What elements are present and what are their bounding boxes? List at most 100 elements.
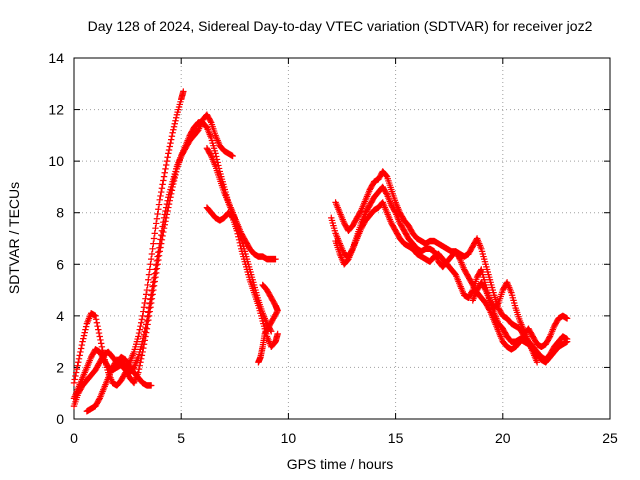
- data-point: [272, 255, 279, 263]
- data-point: [144, 313, 151, 320]
- data-point: [161, 211, 168, 218]
- data-point: [162, 204, 170, 211]
- data-point: [81, 329, 88, 336]
- data-point: [135, 329, 143, 337]
- data-point: [154, 261, 161, 268]
- data-point: [98, 343, 106, 350]
- data-point: [78, 341, 86, 349]
- data-series: [70, 88, 571, 415]
- data-point: [533, 359, 541, 366]
- data-point: [151, 278, 158, 285]
- data-point: [97, 336, 104, 344]
- data-point: [149, 283, 156, 290]
- data-point: [160, 218, 167, 226]
- data-point: [142, 295, 149, 302]
- y-tick-label: 10: [48, 153, 64, 169]
- data-point: [357, 208, 364, 215]
- x-tick-label: 0: [70, 430, 78, 446]
- x-axis-label: GPS time / hours: [287, 456, 394, 472]
- data-point: [149, 291, 156, 298]
- data-point: [154, 253, 161, 260]
- data-point: [156, 248, 163, 255]
- data-point: [75, 355, 83, 363]
- data-point: [391, 208, 399, 215]
- data-point: [167, 139, 174, 147]
- data-point: [136, 326, 143, 333]
- data-point: [165, 146, 173, 154]
- data-point: [155, 244, 163, 252]
- y-tick-label: 6: [56, 256, 64, 272]
- data-point: [148, 287, 156, 295]
- data-point: [139, 312, 146, 320]
- data-point: [456, 254, 463, 262]
- data-point: [72, 369, 80, 376]
- data-point: [142, 324, 149, 332]
- data-point: [135, 333, 142, 340]
- data-point: [159, 223, 166, 230]
- data-point: [157, 231, 165, 239]
- data-point: [140, 335, 147, 342]
- series-track-10: [332, 183, 571, 353]
- data-point: [137, 322, 144, 330]
- data-point: [168, 133, 176, 140]
- data-point: [138, 352, 146, 359]
- data-point: [147, 255, 155, 263]
- data-point: [137, 319, 145, 326]
- data-point: [160, 173, 168, 180]
- data-point: [143, 286, 151, 294]
- data-point: [143, 317, 151, 325]
- data-point: [207, 151, 214, 158]
- y-tick-label: 8: [56, 205, 64, 221]
- data-point: [147, 261, 154, 268]
- data-point: [207, 117, 214, 125]
- data-point: [159, 232, 166, 240]
- y-tick-label: 12: [48, 102, 64, 118]
- data-point: [228, 213, 236, 221]
- data-point: [152, 269, 160, 277]
- data-point: [140, 331, 148, 338]
- data-point: [160, 214, 168, 222]
- data-point: [140, 308, 147, 315]
- data-point: [164, 154, 171, 161]
- plot-area-border: [73, 57, 611, 420]
- data-point: [162, 161, 170, 169]
- data-point: [148, 295, 156, 302]
- series-track-11: [469, 279, 541, 366]
- data-point: [161, 169, 168, 176]
- data-point: [262, 329, 269, 336]
- data-point: [157, 188, 165, 196]
- data-point: [229, 152, 236, 160]
- data-point: [150, 235, 158, 242]
- y-tick-label: 0: [56, 411, 64, 427]
- data-point: [151, 230, 158, 237]
- data-point: [235, 233, 242, 240]
- data-point: [73, 365, 81, 373]
- data-point: [82, 326, 89, 333]
- data-point: [147, 382, 155, 389]
- data-point: [142, 291, 150, 298]
- data-point: [75, 359, 82, 366]
- data-point: [145, 312, 153, 320]
- data-point: [166, 143, 173, 150]
- data-point: [148, 250, 156, 258]
- data-point: [212, 150, 219, 157]
- data-point: [152, 220, 160, 227]
- data-point: [74, 362, 81, 369]
- data-point: [77, 348, 84, 356]
- data-point: [145, 271, 153, 278]
- data-point: [80, 332, 88, 339]
- data-point: [77, 345, 85, 352]
- data-point: [145, 316, 152, 324]
- data-point: [234, 230, 241, 237]
- data-point: [151, 270, 158, 277]
- data-point: [155, 252, 163, 259]
- x-tick-label: 10: [281, 430, 297, 446]
- data-point: [145, 304, 153, 312]
- x-tick-label: 20: [495, 430, 511, 446]
- data-point: [144, 281, 151, 289]
- data-point: [135, 365, 143, 373]
- data-point: [165, 150, 172, 157]
- data-point: [162, 207, 169, 215]
- data-point: [140, 304, 148, 311]
